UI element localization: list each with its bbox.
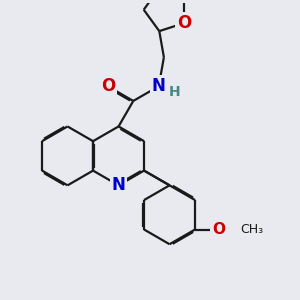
Text: O: O [177, 14, 192, 32]
Text: N: N [152, 77, 166, 95]
Text: O: O [101, 77, 115, 95]
Text: H: H [169, 85, 181, 99]
Text: N: N [112, 176, 125, 194]
Text: O: O [212, 222, 225, 237]
Text: CH₃: CH₃ [241, 223, 264, 236]
